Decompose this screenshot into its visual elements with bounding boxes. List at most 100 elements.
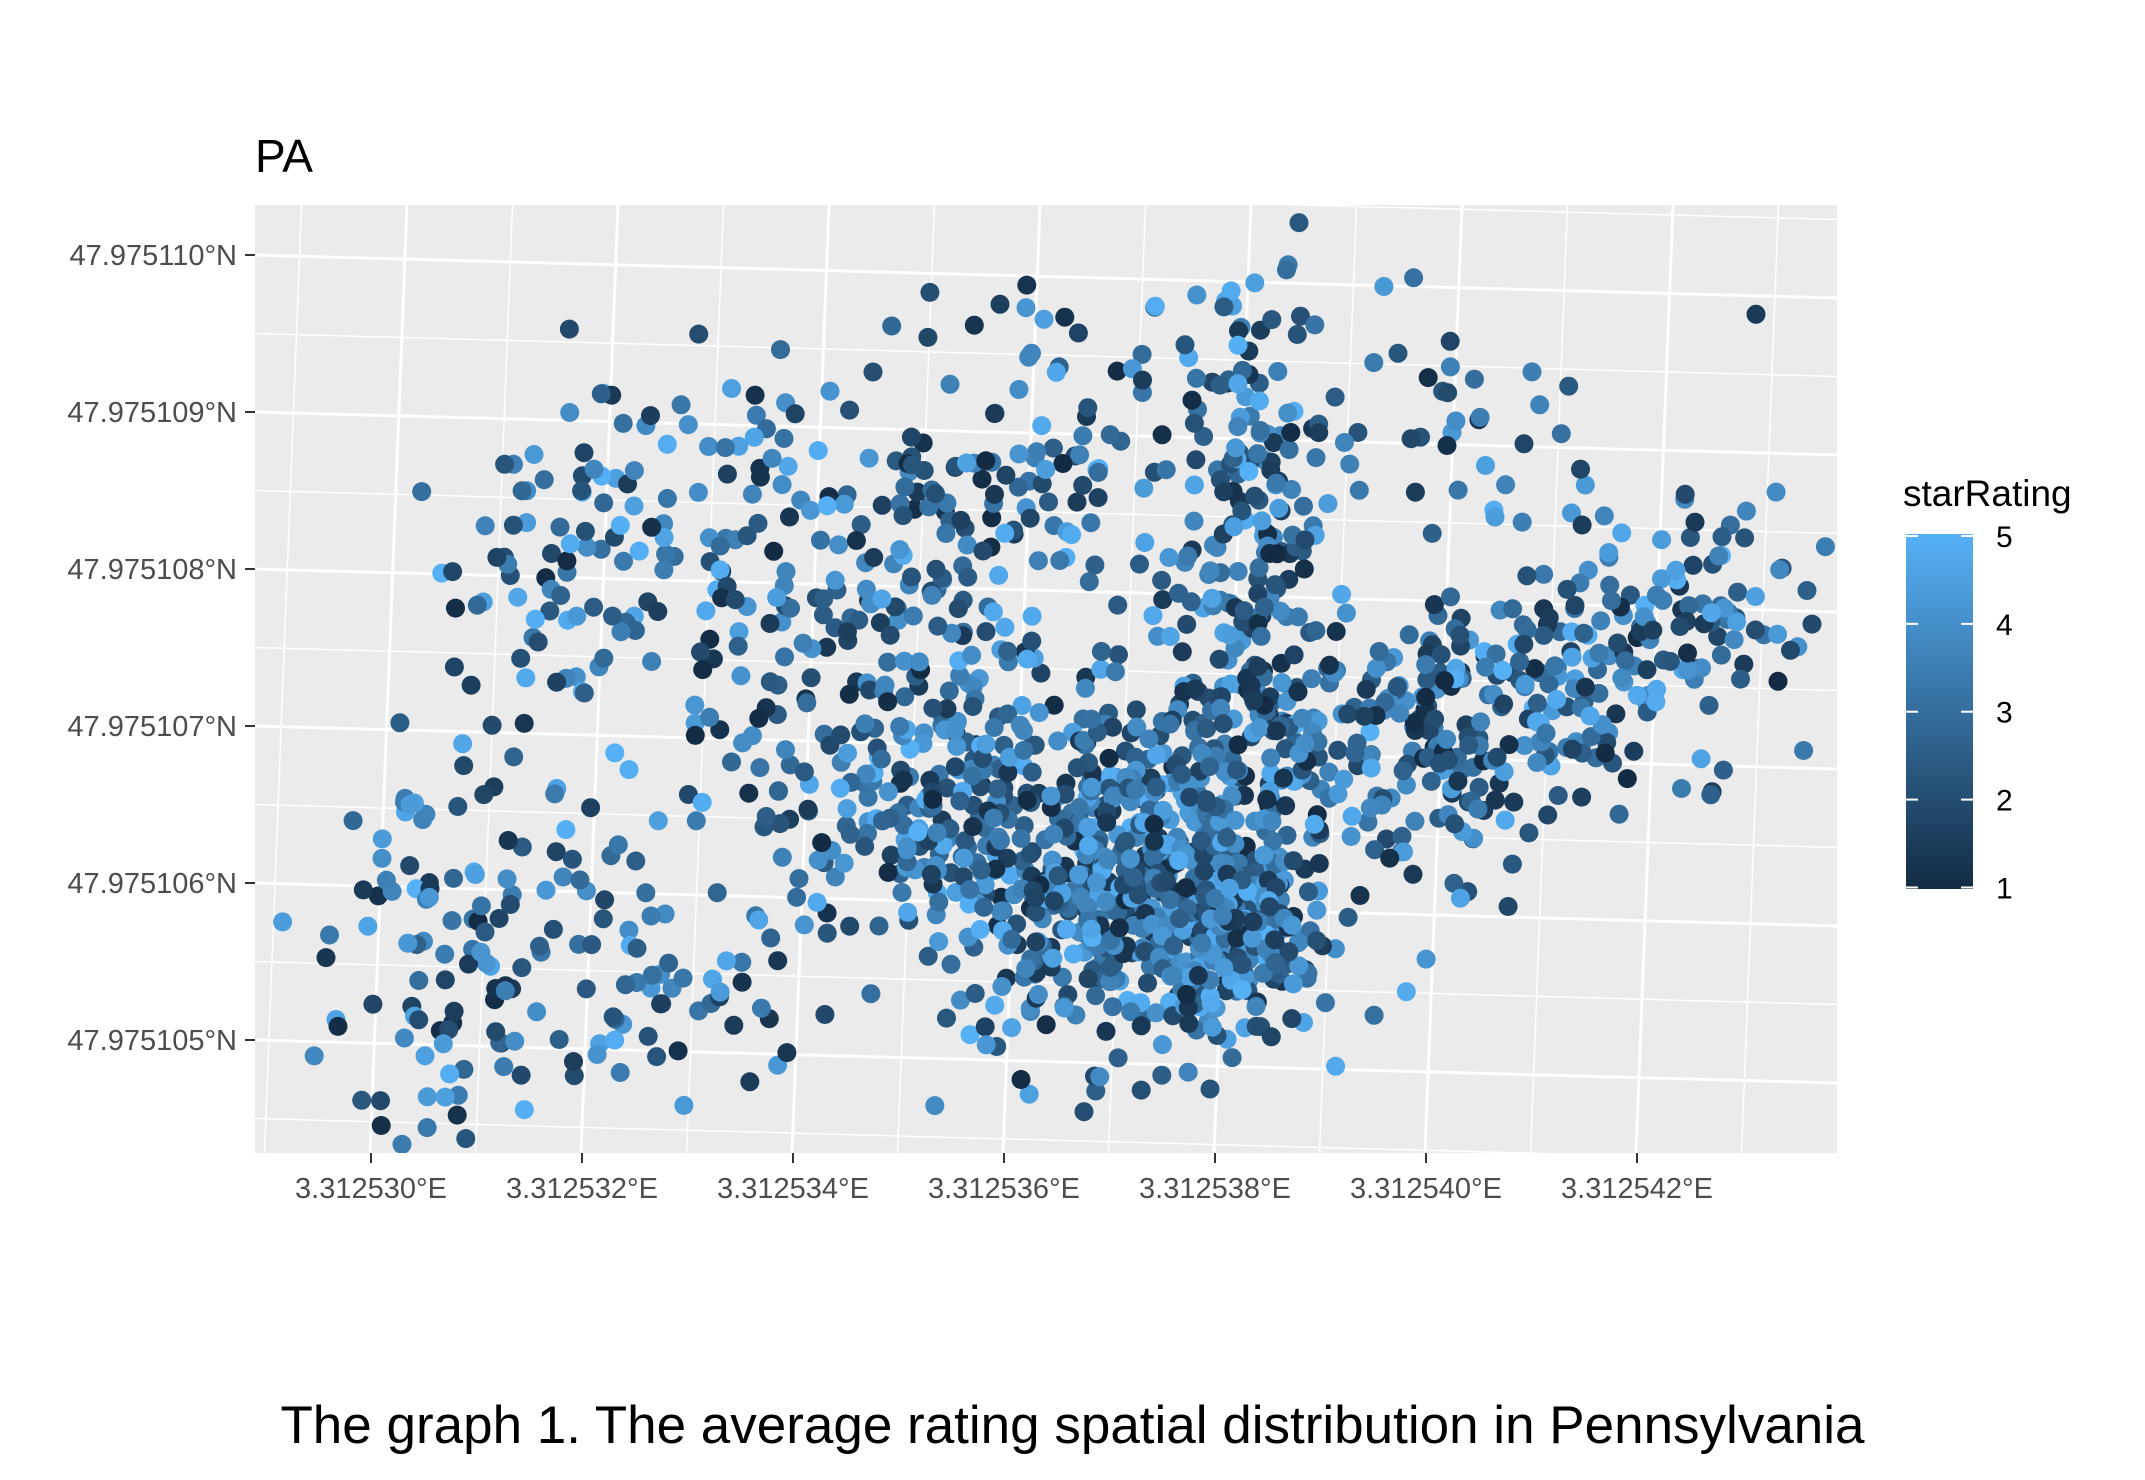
data-point [789,869,809,889]
data-point [1602,591,1621,611]
data-point [1646,585,1666,605]
data-point [587,1045,607,1064]
data-point [1283,851,1303,871]
data-point [1562,647,1582,667]
data-point [1557,579,1577,599]
data-point [1098,850,1118,869]
data-point [1393,761,1413,781]
data-point [1396,775,1416,795]
data-point [710,982,730,1002]
data-point [801,668,821,688]
data-point [985,484,1004,504]
data-point [1185,679,1205,699]
data-point [530,936,549,956]
data-point [797,693,817,713]
data-point [1527,753,1547,772]
data-point [1009,444,1029,464]
data-point [465,865,485,884]
data-point [1108,1048,1128,1068]
data-point [1068,323,1088,343]
data-point [951,510,971,530]
data-point [1418,368,1438,388]
data-point [557,551,577,571]
data-point [444,868,463,888]
data-point [1078,398,1098,418]
data-point [1514,634,1534,654]
data-point [516,668,536,688]
data-point [1248,444,1267,464]
data-point [1766,482,1786,502]
data-point [454,756,474,776]
data-point [982,508,1002,528]
data-point [372,829,392,849]
x-tick-label: 3.312534°E [717,1173,869,1205]
data-point [442,911,462,931]
data-point [1309,854,1329,873]
data-point [1468,799,1488,819]
data-point [435,1087,455,1107]
data-point [528,632,548,652]
data-point [1496,475,1516,495]
data-point [859,448,879,468]
data-point [1209,649,1229,669]
data-point [1517,620,1537,640]
data-point [1295,734,1315,754]
data-point [937,699,957,719]
data-point [951,990,970,1010]
data-point [825,570,845,590]
x-tick-label: 3.312530°E [295,1173,447,1205]
data-point [1369,642,1389,661]
data-point [871,749,891,769]
y-tick-label: 47.975106°N [67,868,237,900]
data-point [1044,824,1064,844]
data-point [1146,1003,1166,1023]
data-point [1121,1002,1141,1022]
data-point [1589,643,1609,663]
data-point [1043,438,1063,458]
data-point [1268,362,1288,381]
data-point [729,622,749,642]
data-point [503,515,523,535]
data-point [1289,956,1309,976]
data-point [1701,785,1721,805]
data-point [1712,527,1732,547]
data-point [400,856,420,876]
data-point [553,867,573,887]
data-point [1063,944,1083,964]
y-axis: 47.975105°N 47.975106°N 47.975107°N 47.9751… [67,240,255,1057]
data-point [1245,486,1265,506]
data-point [801,500,821,520]
data-point [372,848,392,868]
data-point [837,622,857,642]
data-point [872,495,892,515]
data-point [1228,374,1248,394]
data-point [925,1096,945,1116]
data-point [641,906,661,926]
data-point [1220,625,1240,645]
data-point [1354,706,1374,726]
data-point [1450,625,1470,645]
data-point [1416,655,1436,675]
data-point [497,869,517,889]
data-point [1515,736,1534,755]
data-point [564,1052,583,1072]
data-point [584,459,604,479]
data-point [593,909,613,929]
data-point [494,1057,514,1077]
data-point [1044,695,1064,715]
data-point [990,294,1010,314]
data-point [1281,423,1301,442]
data-point [878,862,898,882]
data-point [1510,652,1530,672]
data-point [1036,1015,1056,1035]
data-point [1575,677,1595,697]
data-point [525,609,545,629]
data-point [893,506,913,526]
data-point [872,589,892,609]
data-point [1210,375,1230,395]
data-point [760,672,780,692]
data-point [1177,985,1197,1004]
data-point [958,567,978,587]
data-point [1091,642,1111,661]
data-point [564,1066,584,1086]
